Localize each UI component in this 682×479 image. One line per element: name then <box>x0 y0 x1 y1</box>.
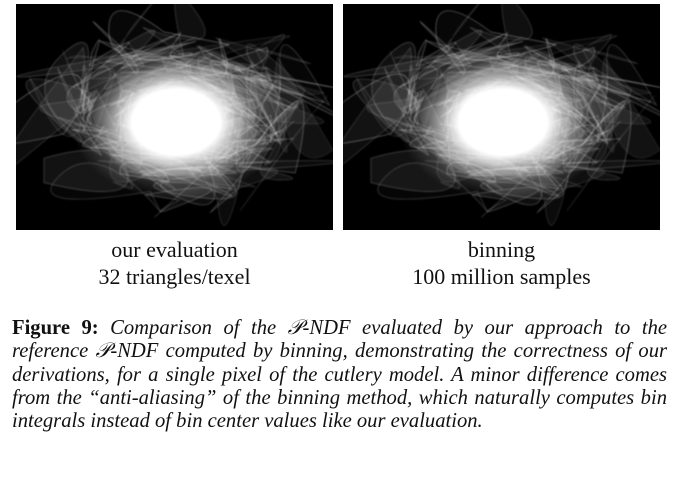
panel-caption-left: our evaluation 32 triangles/texel <box>16 236 333 290</box>
figure-caption-text: Comparison of the 𝒫-NDF evaluated by our… <box>12 317 668 433</box>
ndf-image-our-evaluation <box>16 4 333 230</box>
ndf-render <box>343 4 660 230</box>
panel-title: our evaluation <box>111 237 238 262</box>
panel-title: binning <box>467 237 536 262</box>
panel-subtitle: 100 million samples <box>412 264 591 289</box>
panel-caption-right: binning 100 million samples <box>343 236 660 290</box>
figure-caption: Figure 9: Comparison of the 𝒫-NDF evalua… <box>12 317 667 433</box>
figure-label: Figure 9: <box>12 317 99 339</box>
ndf-image-binning <box>343 4 660 230</box>
ndf-render <box>16 4 333 230</box>
panel-subtitle: 32 triangles/texel <box>98 264 251 289</box>
